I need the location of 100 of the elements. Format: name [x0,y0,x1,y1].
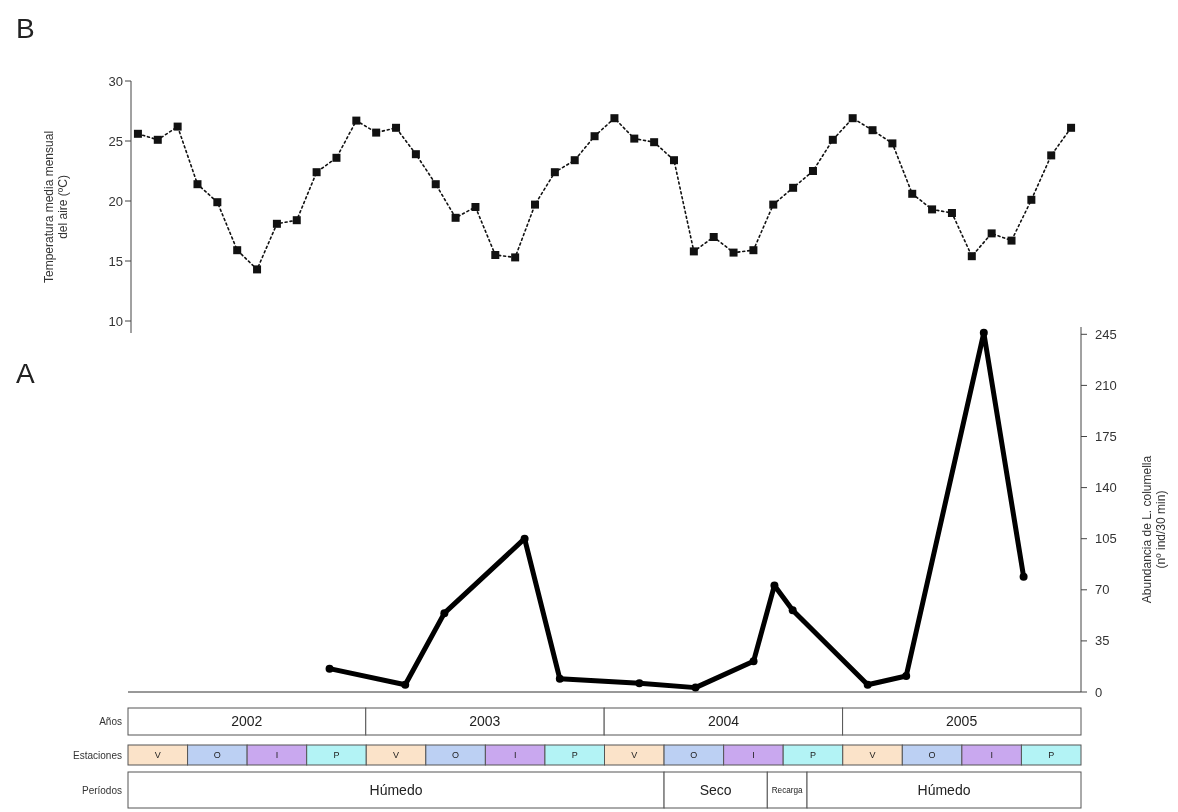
x-tick-label: 2005 [946,713,978,730]
point [440,609,449,618]
category-label: V [631,750,638,761]
point [431,180,440,189]
point [902,671,911,680]
point [153,135,162,144]
point [689,247,698,256]
point [520,534,529,543]
point [312,168,321,177]
point [292,216,301,225]
y2-tick-label: 245 [1095,326,1117,342]
category-label: P [809,750,816,761]
category-label: V [393,750,400,761]
point [570,156,579,165]
point [749,246,758,255]
point [979,328,988,337]
point [352,116,361,125]
category-label: Períodos [81,784,122,796]
point [1027,195,1036,204]
category-label: V [154,750,161,761]
x-tick-label: 2003 [469,713,501,730]
point [669,156,678,165]
x-tick-label: 2002 [231,713,263,730]
point [789,183,798,192]
point [1067,123,1076,132]
y-tick-label: 20 [108,193,123,209]
point [691,683,700,692]
category-label: Años [99,716,122,727]
point [511,253,520,262]
y2-tick-label: 105 [1095,531,1117,547]
point [1019,572,1028,581]
point [471,203,480,211]
y-tick-label: 25 [108,133,123,149]
text: Húmedo [369,781,423,798]
point [650,138,659,147]
point [749,657,758,666]
category-label: O [213,750,221,761]
point [193,180,202,189]
point [590,132,599,141]
point [401,680,410,689]
point [947,209,956,217]
point [709,233,718,241]
y2-tick-label: 210 [1095,377,1117,393]
point [555,674,564,683]
point [332,153,341,162]
y2-axis-title: Abundancia de L. columella (nº ind/30 min) [1140,455,1168,604]
point [848,114,857,123]
point [272,219,281,228]
category-label: O [452,750,460,761]
x-tick-label: 2004 [707,713,740,730]
point [967,252,976,261]
point [769,200,778,209]
point [253,265,262,274]
chart-title: B [16,13,35,44]
point [1047,151,1056,160]
point [610,114,619,123]
category-label: I [990,750,993,761]
y2-tick-label: 175 [1095,429,1117,445]
point [868,126,877,135]
category-label: O [928,750,936,761]
point [987,229,996,238]
category-label: I [752,750,755,761]
point [635,679,644,688]
point [451,213,460,222]
category-label: V [869,750,876,761]
y-tick-label: 30 [108,73,123,89]
point [392,123,401,132]
point [213,198,222,207]
point [788,606,797,615]
point [908,189,917,198]
category-label: I [275,750,279,761]
y2-tick-label: 0 [1095,684,1103,700]
point [828,135,837,144]
category-label: O [690,750,698,761]
point [531,200,540,209]
point [928,205,937,214]
y2-tick-label: 35 [1095,633,1110,649]
text: Seco [699,781,732,798]
point [729,248,738,257]
y-tick-label: 10 [108,313,123,329]
point [863,680,872,689]
text: A [16,358,35,389]
y-tick-label: 15 [108,253,123,269]
point [808,167,817,175]
point [550,168,559,177]
point [372,128,381,137]
category-label: Estaciones [73,749,122,761]
point [173,122,182,131]
point [888,139,897,148]
point [630,134,639,143]
y-axis-title: Temperatura media mensual del aire (ºC) [42,130,70,284]
point [411,150,420,159]
point [325,664,334,673]
text: Húmedo [917,781,971,798]
category-label: P [571,750,578,761]
point [491,251,500,259]
category-label: P [1048,750,1055,761]
category-label: P [333,750,340,761]
point [1007,236,1016,245]
category-label: I [513,750,517,761]
